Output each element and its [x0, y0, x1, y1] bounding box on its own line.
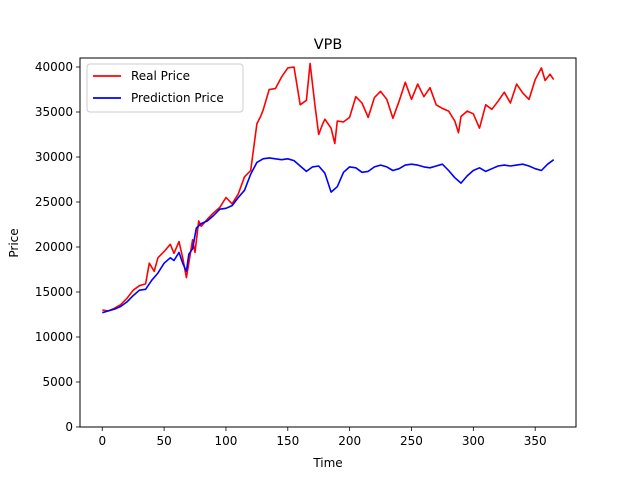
legend-label-real-price: Real Price — [131, 69, 190, 83]
y-tick-label: 40000 — [35, 60, 73, 74]
x-axis-title: Time — [312, 456, 342, 470]
y-axis: 0 5000 10000 15000 20000 25000 30000 35000 40000 — [35, 60, 80, 434]
y-tick-label: 5000 — [42, 375, 73, 389]
series-line-real-price — [102, 62, 555, 312]
x-tick-label: 350 — [524, 434, 547, 448]
series-line-prediction-price — [102, 157, 555, 314]
y-tick-label: 15000 — [35, 285, 73, 299]
plot-frame — [79, 57, 577, 428]
x-axis: 0 50 100 150 200 250 300 350 — [98, 427, 547, 448]
legend-box — [86, 63, 244, 113]
x-tick-label: 200 — [338, 434, 361, 448]
chart-title: VPB — [314, 37, 342, 53]
x-tick-label: 50 — [156, 434, 171, 448]
x-tick-label: 250 — [400, 434, 423, 448]
y-tick-label: 25000 — [35, 195, 73, 209]
legend-label-prediction-price: Prediction Price — [131, 91, 224, 105]
plot-lines — [102, 62, 555, 314]
legend: Real Price Prediction Price — [86, 63, 244, 113]
y-tick-label: 35000 — [35, 105, 73, 119]
x-tick-label: 300 — [462, 434, 485, 448]
y-tick-label: 10000 — [35, 330, 73, 344]
x-tick-label: 100 — [215, 434, 238, 448]
x-tick-label: 0 — [98, 434, 106, 448]
y-tick-label: 30000 — [35, 150, 73, 164]
y-tick-label: 0 — [65, 420, 73, 434]
y-axis-title: Price — [7, 228, 21, 257]
y-tick-label: 20000 — [35, 240, 73, 254]
x-tick-label: 150 — [276, 434, 299, 448]
